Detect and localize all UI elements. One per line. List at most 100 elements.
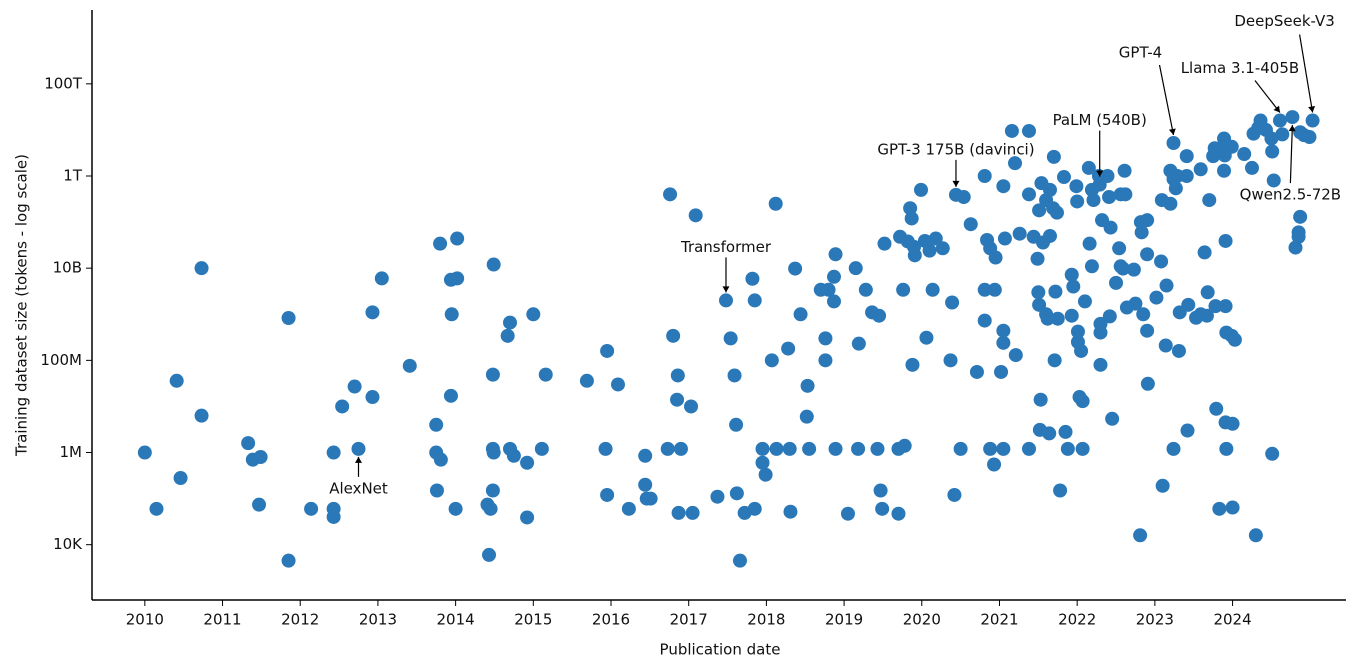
point — [1154, 254, 1169, 269]
y-axis-label: Training dataset size (tokens - log scal… — [13, 154, 31, 457]
point — [755, 455, 770, 470]
point — [896, 282, 911, 297]
point — [1075, 441, 1090, 456]
point — [670, 368, 685, 383]
point — [723, 331, 738, 346]
point — [1212, 501, 1227, 516]
point — [684, 399, 699, 414]
point — [281, 553, 296, 568]
point — [1244, 160, 1259, 175]
point — [1049, 205, 1064, 220]
point — [977, 313, 992, 328]
point — [1197, 245, 1212, 260]
point — [433, 452, 448, 467]
point — [1264, 131, 1279, 146]
point — [1105, 411, 1120, 426]
point — [365, 390, 380, 405]
point — [826, 294, 841, 309]
point — [826, 269, 841, 284]
point — [1022, 123, 1037, 138]
point — [638, 477, 653, 492]
point — [996, 441, 1011, 456]
point — [1118, 187, 1133, 202]
point — [520, 455, 535, 470]
point — [1179, 149, 1194, 164]
point — [1275, 127, 1290, 142]
point — [448, 501, 463, 516]
point — [673, 441, 688, 456]
point — [643, 491, 658, 506]
point — [1140, 247, 1155, 262]
point — [1293, 209, 1308, 224]
x-tick-label: 2014 — [437, 611, 475, 629]
x-tick-label: 2024 — [1213, 611, 1251, 629]
point — [873, 483, 888, 498]
x-tick-label: 2016 — [592, 611, 630, 629]
y-tick-label: 1M — [60, 443, 83, 461]
point — [304, 501, 319, 516]
point — [969, 364, 984, 379]
point — [747, 293, 762, 308]
point — [1209, 401, 1224, 416]
point — [755, 441, 770, 456]
point — [1134, 225, 1149, 240]
point — [688, 208, 703, 223]
point — [1040, 311, 1055, 326]
y-tick-label: 100M — [40, 351, 82, 369]
point — [1265, 446, 1280, 461]
point — [1285, 110, 1300, 125]
point — [1042, 228, 1057, 243]
point — [945, 295, 960, 310]
point — [1272, 113, 1287, 128]
point — [1140, 323, 1155, 338]
point — [1042, 182, 1057, 197]
point — [194, 408, 209, 423]
point — [1225, 416, 1240, 431]
arrow-head — [1288, 125, 1296, 132]
point — [1022, 441, 1037, 456]
point — [953, 441, 968, 456]
point — [1291, 229, 1306, 244]
point — [685, 505, 700, 520]
point — [1048, 284, 1063, 299]
arrow-head — [1308, 106, 1316, 113]
point — [1032, 203, 1047, 218]
point — [1302, 130, 1317, 145]
point — [983, 441, 998, 456]
x-tick-label: 2011 — [203, 611, 241, 629]
point — [977, 169, 992, 184]
point — [1102, 190, 1117, 205]
point — [1070, 194, 1085, 209]
point — [600, 487, 615, 502]
point — [996, 179, 1011, 194]
point — [764, 353, 779, 368]
point — [444, 307, 459, 322]
point — [666, 328, 681, 343]
point — [851, 336, 866, 351]
point — [1166, 136, 1181, 151]
point — [1030, 251, 1045, 266]
point — [875, 501, 890, 516]
annotation-label: Llama 3.1-405B — [1181, 59, 1299, 77]
x-tick-label: 2017 — [670, 611, 708, 629]
point — [1070, 324, 1085, 339]
point — [1168, 181, 1183, 196]
point — [1166, 441, 1181, 456]
point — [1056, 170, 1071, 185]
point — [996, 323, 1011, 338]
point — [1064, 308, 1079, 323]
x-tick-label: 2010 — [126, 611, 164, 629]
point — [1082, 236, 1097, 251]
point — [747, 501, 762, 516]
point — [1081, 160, 1096, 175]
point — [326, 509, 341, 524]
point — [783, 504, 798, 519]
point — [1074, 343, 1089, 358]
y-tick-label: 10K — [53, 535, 83, 553]
point — [1058, 424, 1073, 439]
y-tick-label: 100T — [44, 74, 83, 92]
point — [963, 217, 978, 232]
point — [1077, 294, 1092, 309]
point — [1193, 162, 1208, 177]
